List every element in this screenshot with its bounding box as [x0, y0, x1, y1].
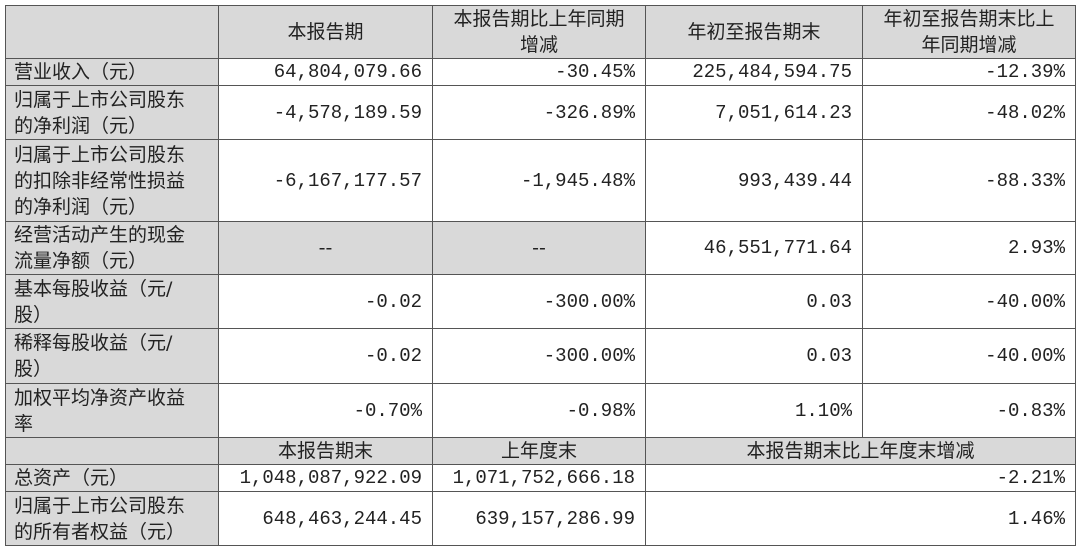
value-cell: -1,945.48%: [432, 139, 646, 222]
value-cell: 7,051,614.23: [645, 85, 863, 140]
value-cell: -300.00%: [432, 328, 646, 384]
value-cell: 225,484,594.75: [645, 58, 863, 86]
header-cell: 本报告期: [218, 5, 433, 59]
value-cell: --: [218, 221, 433, 275]
value-cell: 1,071,752,666.18: [432, 464, 646, 492]
table-row: 本报告期末 上年度末 本报告期末比上年度末增减: [5, 437, 1076, 465]
value-cell: -6,167,177.57: [218, 139, 433, 222]
value-cell: -88.33%: [862, 139, 1076, 222]
row-label: 经营活动产生的现金流量净额（元）: [5, 221, 219, 275]
table-row: 基本每股收益（元/股） -0.02 -300.00% 0.03 -40.00%: [5, 274, 1076, 329]
table-row: 总资产（元） 1,048,087,922.09 1,071,752,666.18 -2…: [5, 464, 1076, 492]
row-label: 营业收入（元）: [5, 58, 219, 86]
value-cell: -40.00%: [862, 274, 1076, 329]
value-cell: -4,578,189.59: [218, 85, 433, 140]
value-cell: 0.03: [645, 274, 863, 329]
row-label: 加权平均净资产收益率: [5, 383, 219, 438]
value-cell: 1,048,087,922.09: [218, 464, 433, 492]
table-row: 经营活动产生的现金流量净额（元） -- -- 46,551,771.64 2.93%: [5, 221, 1076, 275]
header-cell: 本报告期比上年同期增减: [432, 5, 646, 59]
value-cell: 1.10%: [645, 383, 863, 438]
value-cell: 1.46%: [645, 491, 1076, 546]
value-cell: -12.39%: [862, 58, 1076, 86]
table-row: 稀释每股收益（元/股） -0.02 -300.00% 0.03 -40.00%: [5, 328, 1076, 384]
value-cell: 639,157,286.99: [432, 491, 646, 546]
financial-table: 本报告期 本报告期比上年同期增减 年初至报告期末 年初至报告期末比上年同期增减 营业收入…: [5, 5, 1076, 546]
header-cell: 年初至报告期末: [645, 5, 863, 59]
value-cell: 2.93%: [862, 221, 1076, 275]
value-cell: -0.02: [218, 274, 433, 329]
value-cell: -0.02: [218, 328, 433, 384]
header-cell: 年初至报告期末比上年同期增减: [862, 5, 1076, 59]
header-cell: 上年度末: [432, 437, 646, 465]
value-cell: --: [432, 221, 646, 275]
value-cell: -300.00%: [432, 274, 646, 329]
value-cell: -0.83%: [862, 383, 1076, 438]
value-cell: 64,804,079.66: [218, 58, 433, 86]
row-label: 稀释每股收益（元/股）: [5, 328, 219, 384]
value-cell: 46,551,771.64: [645, 221, 863, 275]
value-cell: 0.03: [645, 328, 863, 384]
value-cell: 648,463,244.45: [218, 491, 433, 546]
header-cell: 本报告期末: [218, 437, 433, 465]
value-cell: -0.70%: [218, 383, 433, 438]
table-row: 加权平均净资产收益率 -0.70% -0.98% 1.10% -0.83%: [5, 383, 1076, 438]
value-cell: -0.98%: [432, 383, 646, 438]
value-cell: -30.45%: [432, 58, 646, 86]
table-row: 归属于上市公司股东的扣除非经常性损益的净利润（元） -6,167,177.57 -1…: [5, 139, 1076, 222]
value-cell: 993,439.44: [645, 139, 863, 222]
row-label: 基本每股收益（元/股）: [5, 274, 219, 329]
value-cell: -326.89%: [432, 85, 646, 140]
header-cell: [5, 437, 219, 465]
row-label: 归属于上市公司股东的扣除非经常性损益的净利润（元）: [5, 139, 219, 222]
table-row: 归属于上市公司股东的所有者权益（元） 648,463,244.45 639,157,…: [5, 491, 1076, 546]
table-row: 本报告期 本报告期比上年同期增减 年初至报告期末 年初至报告期末比上年同期增减: [5, 5, 1076, 59]
value-cell: -40.00%: [862, 328, 1076, 384]
table-row: 营业收入（元） 64,804,079.66 -30.45% 225,484,594.7…: [5, 58, 1076, 86]
row-label: 归属于上市公司股东的净利润（元）: [5, 85, 219, 140]
value-cell: -2.21%: [645, 464, 1076, 492]
header-cell: [5, 5, 219, 59]
value-cell: -48.02%: [862, 85, 1076, 140]
row-label: 总资产（元）: [5, 464, 219, 492]
header-cell: 本报告期末比上年度末增减: [645, 437, 1076, 465]
row-label: 归属于上市公司股东的所有者权益（元）: [5, 491, 219, 546]
table-row: 归属于上市公司股东的净利润（元） -4,578,189.59 -326.89% 7,0…: [5, 85, 1076, 140]
